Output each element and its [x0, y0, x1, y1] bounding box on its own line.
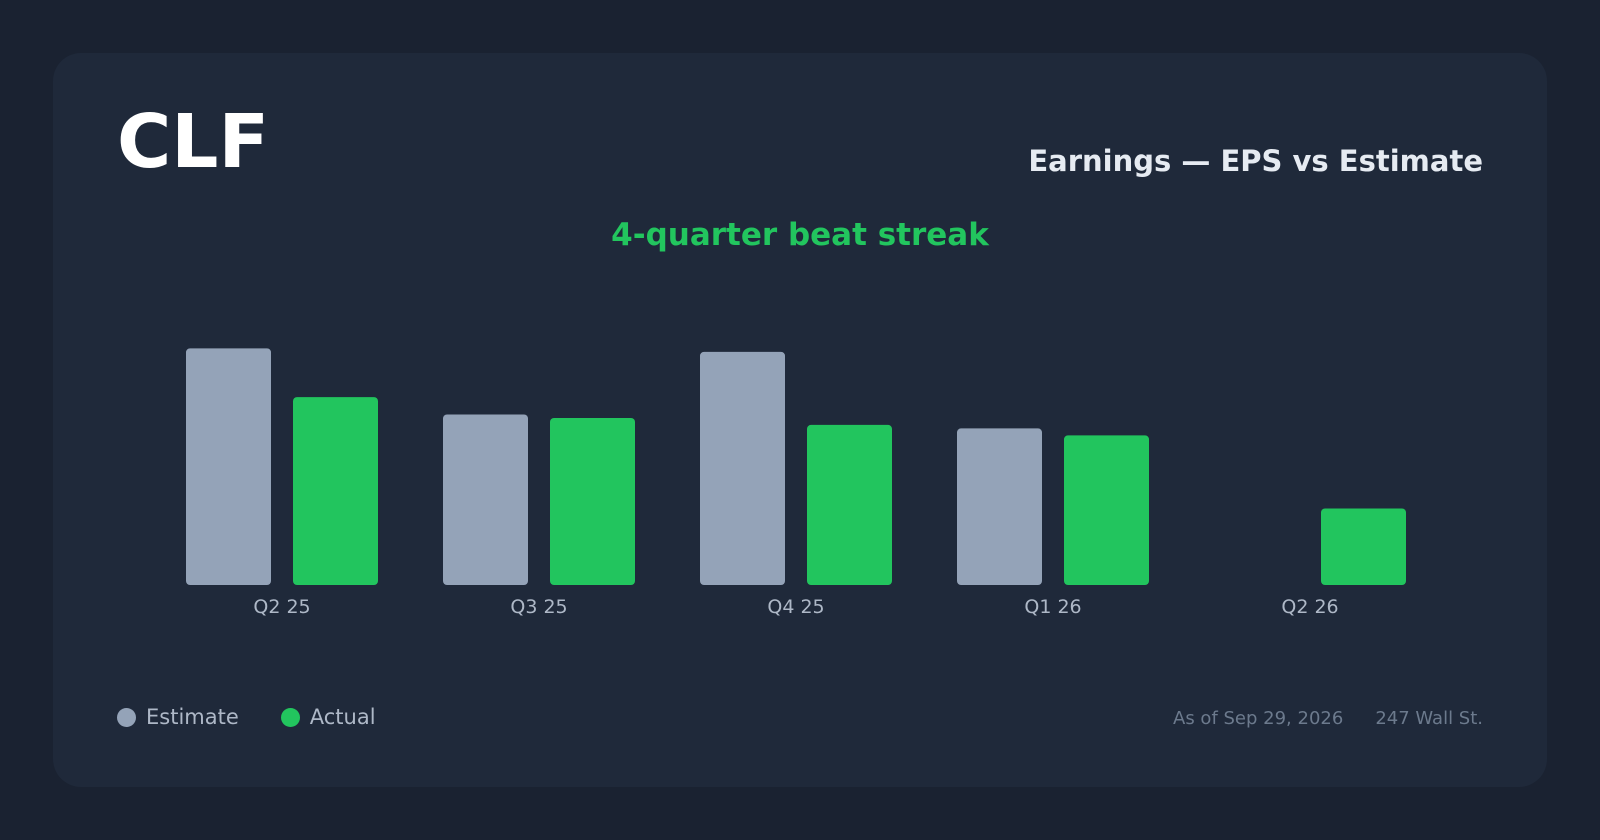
bar-actual-q1-26 — [1064, 435, 1149, 585]
legend-swatch-actual — [280, 708, 300, 727]
as-of-date: As of Sep 29, 2026 — [1173, 708, 1344, 729]
chart-card: CLF Earnings — EPS vs Estimate 4-quarter… — [53, 53, 1547, 787]
footer: As of Sep 29, 2026 247 Wall St. — [1173, 710, 1483, 728]
legend: Estimate Actual — [117, 707, 376, 728]
bar-estimate-q4-25 — [700, 351, 785, 585]
x-tick-label-q2-25: Q2 25 — [253, 596, 310, 618]
legend-label-estimate: Estimate — [146, 705, 239, 729]
bar-actual-q4-25 — [807, 424, 892, 585]
bar-actual-q2-26 — [1321, 508, 1406, 585]
source-credit: 247 Wall St. — [1375, 708, 1483, 729]
eps-bar-chart: Q2 25 Q3 25 Q4 25 Q1 26 Q2 26 — [186, 348, 1406, 618]
x-tick-label-q2-26: Q2 26 — [1281, 596, 1338, 618]
chart-title: Earnings — EPS vs Estimate — [1028, 144, 1483, 178]
ticker-symbol: CLF — [117, 99, 270, 185]
bar-estimate-q2-25 — [186, 348, 271, 585]
legend-item-actual: Actual — [280, 705, 376, 729]
x-tick-label-q1-26: Q1 26 — [1024, 596, 1081, 618]
beat-streak-subtitle: 4-quarter beat streak — [611, 217, 989, 253]
bar-estimate-q1-26 — [957, 428, 1042, 585]
x-tick-label-q4-25: Q4 25 — [767, 596, 824, 618]
legend-label-actual: Actual — [309, 705, 376, 729]
x-tick-label-q3-25: Q3 25 — [510, 596, 567, 618]
legend-swatch-estimate — [117, 708, 136, 727]
bar-actual-q2-25 — [293, 397, 378, 585]
bar-actual-q3-25 — [550, 417, 635, 585]
bar-estimate-q3-25 — [443, 414, 528, 585]
legend-item-estimate: Estimate — [117, 707, 239, 728]
